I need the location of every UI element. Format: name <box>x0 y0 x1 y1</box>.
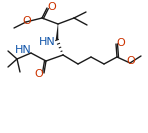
Text: O: O <box>23 16 31 26</box>
Text: O: O <box>48 2 56 12</box>
Text: HN: HN <box>15 45 32 55</box>
Text: O: O <box>127 56 135 66</box>
Text: O: O <box>117 38 125 48</box>
Text: HN: HN <box>39 37 56 47</box>
Text: O: O <box>35 69 43 79</box>
Polygon shape <box>56 24 58 40</box>
